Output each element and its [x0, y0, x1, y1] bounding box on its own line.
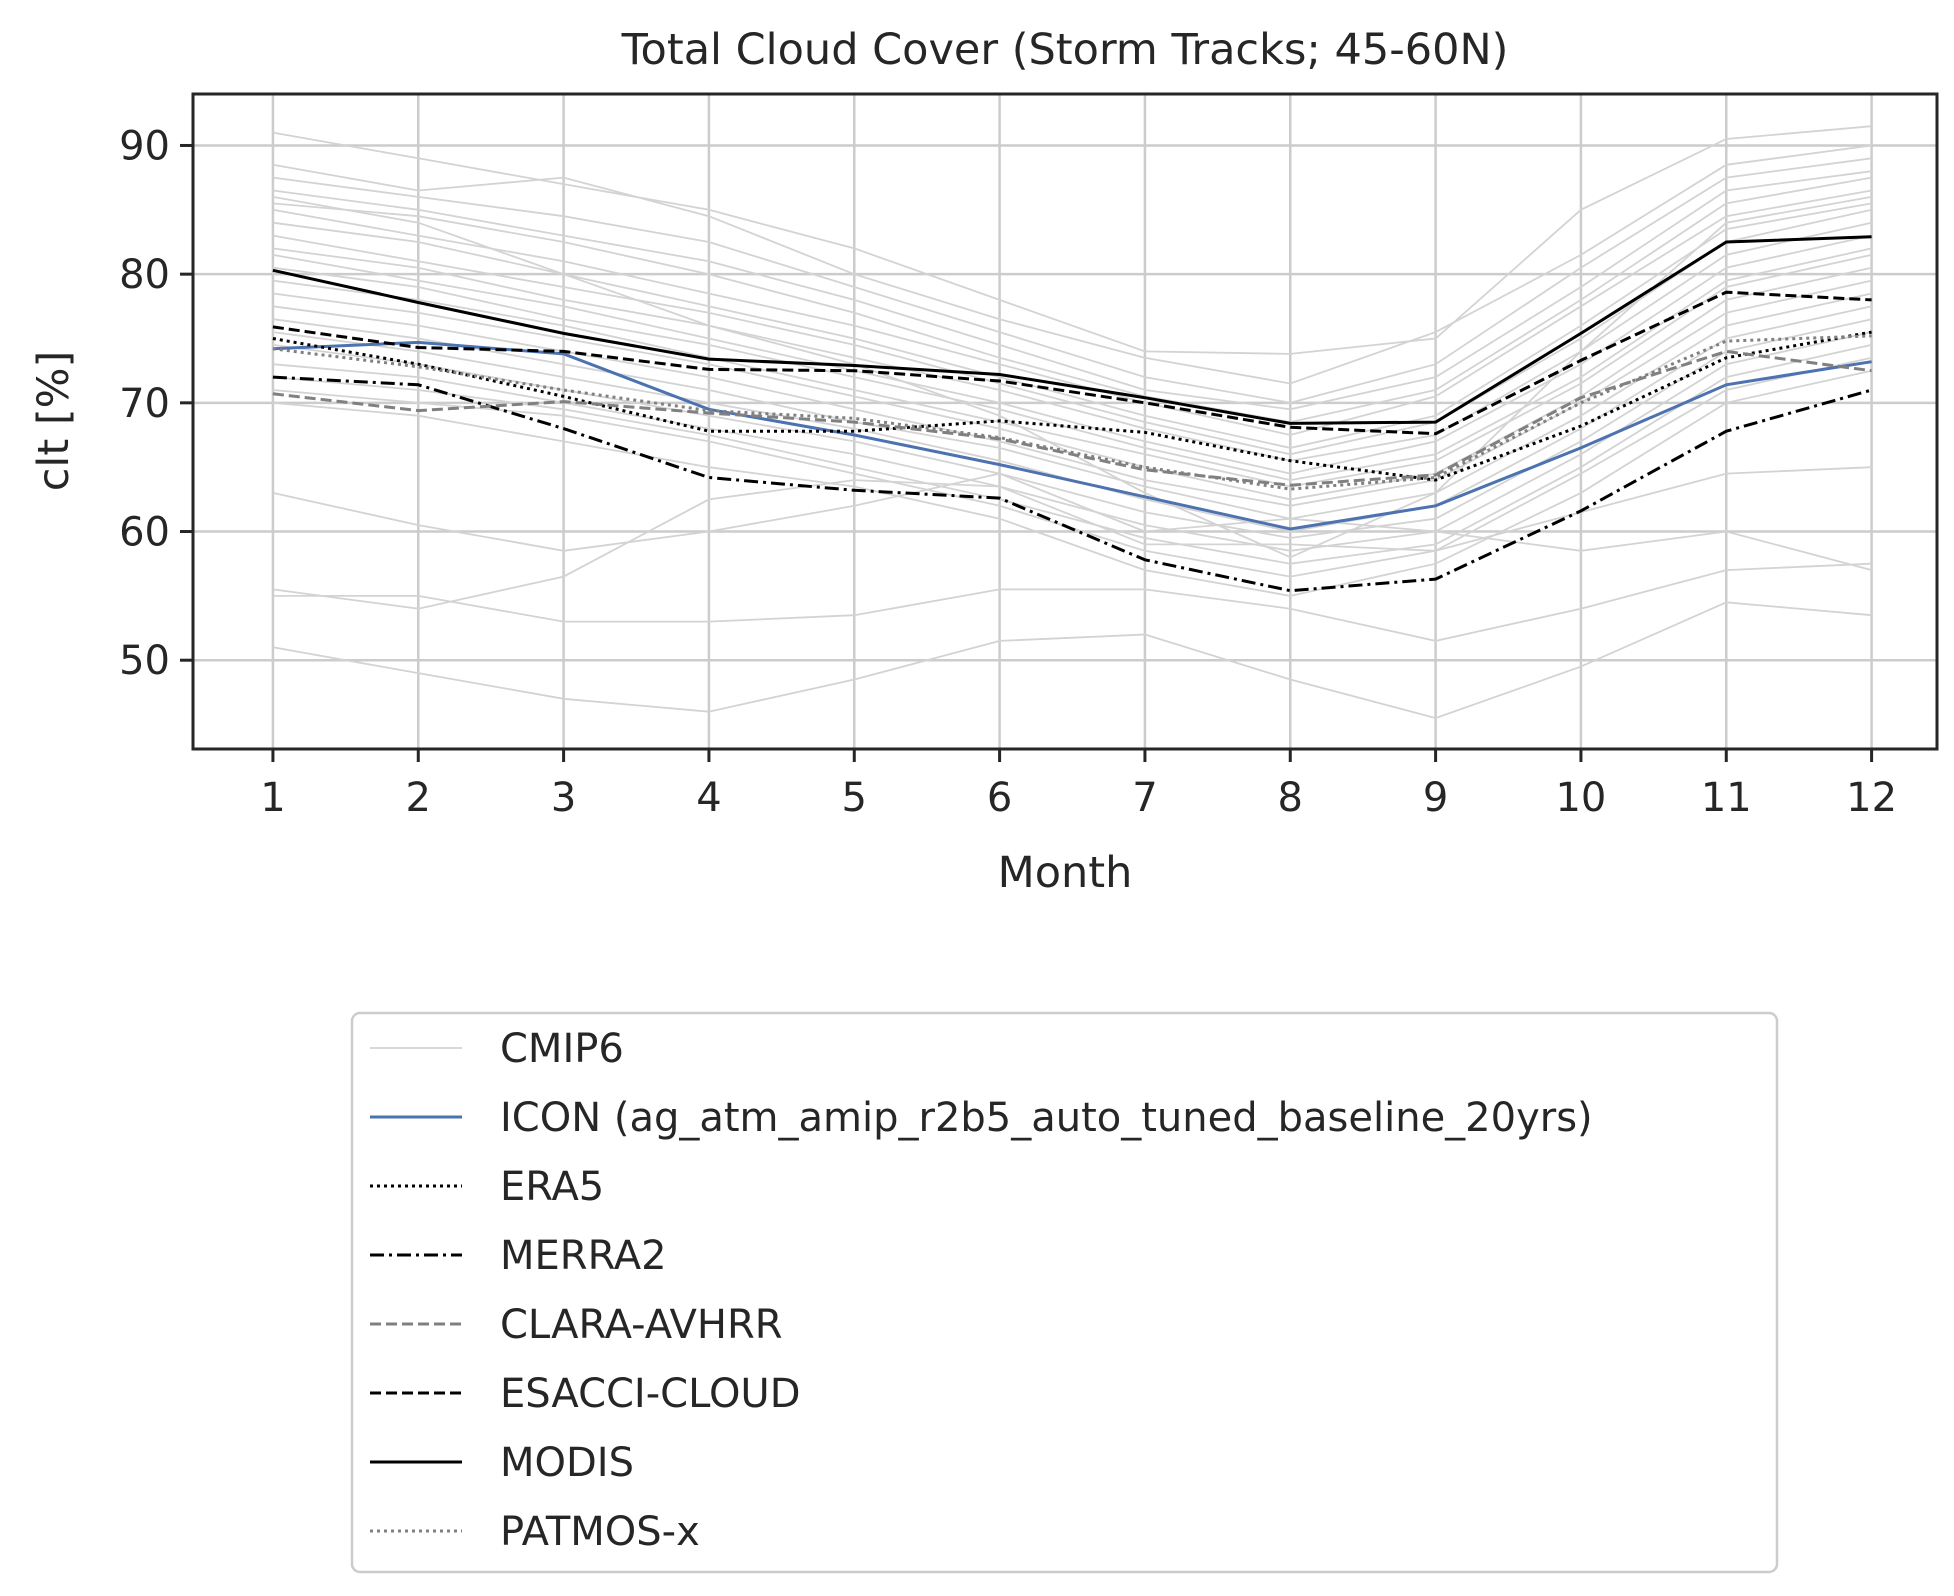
- cmip6-model-line: [272, 279, 1872, 507]
- cmip6-model-line: [272, 562, 1872, 642]
- cmip6-model-line: [272, 466, 1872, 610]
- legend-label: ERA5: [500, 1164, 604, 1210]
- legend-label: PATMOS-x: [500, 1509, 700, 1555]
- cmip6-model-line: [272, 176, 1872, 424]
- legend-label: MODIS: [500, 1440, 634, 1486]
- legend-label: ESACCI-CLOUD: [500, 1371, 801, 1417]
- plot-frame: [191, 92, 1939, 751]
- cmip6-model-lines: [272, 125, 1872, 720]
- x-tick-label: 6: [987, 775, 1012, 821]
- x-tick-label: 2: [406, 775, 431, 821]
- cmip6-model-line: [272, 125, 1872, 355]
- observation-series-lines: [272, 235, 1873, 593]
- x-tick-label: 1: [260, 775, 285, 821]
- y-axis-ticks: 50 60 70 80 90: [119, 123, 193, 684]
- legend-label: MERRA2: [500, 1233, 667, 1279]
- cmip6-model-line: [272, 369, 1872, 597]
- series-line-era5: [272, 330, 1872, 482]
- cmip6-model-line: [272, 254, 1872, 488]
- legend-label: ICON (ag_atm_amip_r2b5_auto_tuned_baseli…: [500, 1095, 1593, 1141]
- series-line-modis: [272, 235, 1872, 425]
- series-line-clara-avhrr: [272, 349, 1872, 487]
- cmip6-model-line: [272, 189, 1872, 436]
- cmip6-model-line: [272, 221, 1872, 462]
- y-tick-label: 70: [119, 381, 170, 427]
- chart-title: Total Cloud Cover (Storm Tracks; 45-60N): [621, 25, 1509, 75]
- x-axis-ticks: 1 2 3 4 5 6 7 8 9 10 11 12: [260, 749, 1897, 821]
- x-tick-label: 3: [551, 775, 576, 821]
- x-tick-label: 4: [696, 775, 721, 821]
- legend-label: CLARA-AVHRR: [500, 1302, 783, 1348]
- x-axis-label: Month: [998, 848, 1133, 898]
- x-tick-label: 9: [1423, 775, 1448, 821]
- y-tick-label: 60: [119, 510, 170, 556]
- cmip6-model-line: [272, 234, 1872, 475]
- series-line-patmos-x: [272, 334, 1872, 491]
- y-axis-label: clt [%]: [29, 351, 79, 492]
- cmip6-model-line: [272, 292, 1872, 520]
- cmip6-model-line: [272, 344, 1872, 565]
- series-line-esacci-cloud: [272, 290, 1872, 436]
- legend-label: CMIP6: [500, 1026, 624, 1072]
- cmip6-model-line: [272, 247, 1872, 482]
- x-tick-label: 5: [842, 775, 867, 821]
- cmip6-model-line: [272, 318, 1872, 539]
- y-tick-label: 90: [119, 123, 170, 169]
- cmip6-model-line: [272, 601, 1872, 720]
- x-tick-label: 10: [1555, 775, 1606, 821]
- series-line-merra2: [272, 375, 1873, 593]
- x-tick-label: 7: [1132, 775, 1157, 821]
- cmip6-model-line: [272, 331, 1872, 552]
- y-tick-label: 50: [119, 638, 170, 684]
- cmip6-model-line: [272, 305, 1872, 533]
- legend: CMIP6 ICON (ag_atm_amip_r2b5_auto_tuned_b…: [350, 1011, 1779, 1574]
- cmip6-model-line: [272, 472, 1872, 571]
- series-line-icon: [272, 340, 1872, 531]
- cmip6-model-line: [272, 157, 1872, 404]
- x-tick-label: 8: [1278, 775, 1303, 821]
- cmip6-model-line: [272, 266, 1872, 501]
- x-tick-label: 11: [1701, 775, 1752, 821]
- legend-frame: [350, 1011, 1779, 1574]
- x-tick-label: 12: [1846, 775, 1897, 821]
- cmip6-model-line: [272, 144, 1872, 385]
- y-tick-label: 80: [119, 252, 170, 298]
- cmip6-model-line: [272, 170, 1872, 411]
- cmip6-model-line: [272, 208, 1872, 456]
- cmip6-model-line: [272, 202, 1872, 449]
